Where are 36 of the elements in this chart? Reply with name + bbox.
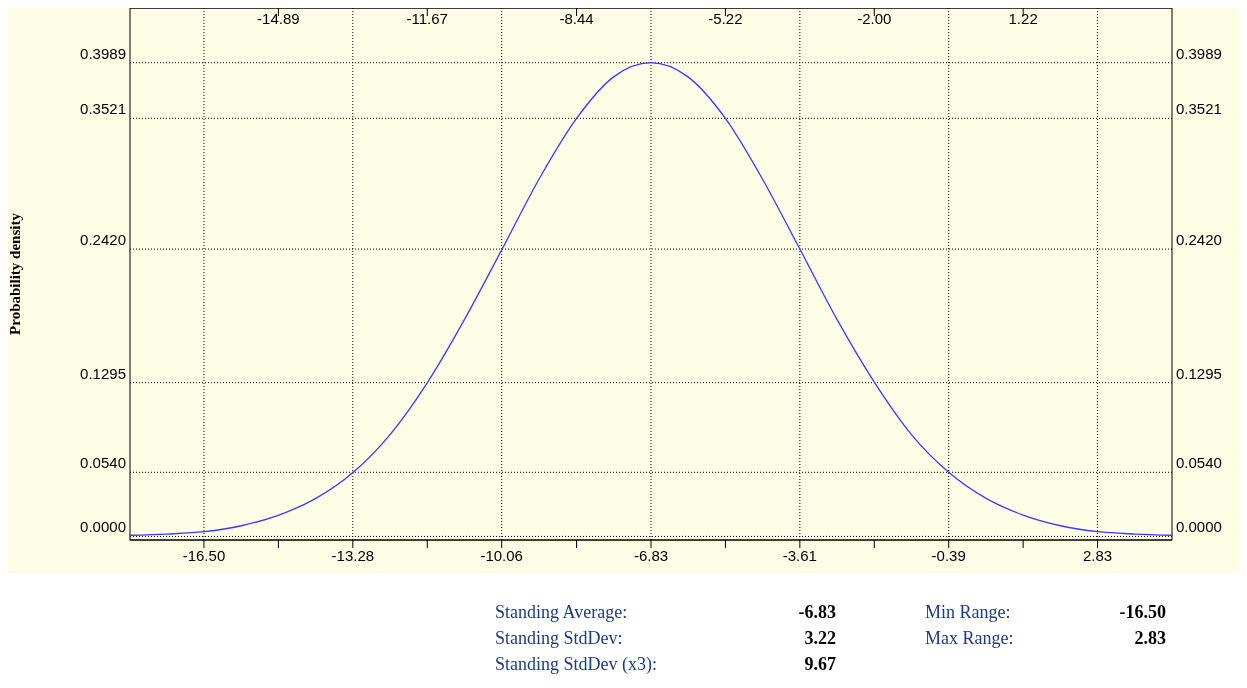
x-tick-label: -16.50: [182, 547, 226, 564]
y-axis-title: Probability density: [7, 212, 23, 335]
text: 9.67: [804, 654, 836, 674]
y-tick-label: 0.0540: [80, 454, 126, 472]
x2-tick-label: -2.00: [857, 10, 892, 27]
text: Standing StdDev:: [495, 628, 623, 648]
y2-tick-label: 0.3521: [1176, 100, 1222, 118]
text: -16.50: [1119, 602, 1166, 622]
x-tick-label: -10.06: [480, 547, 523, 564]
y2-tick-label: 0.0540: [1176, 454, 1222, 472]
text: Min Range:: [925, 602, 1011, 622]
text: 2.83: [1134, 628, 1166, 648]
y-tick-label: 0.0000: [80, 518, 126, 536]
y2-tick-label: 0.1295: [1176, 364, 1222, 382]
x2-tick-label: -14.89: [257, 10, 300, 27]
text: Standing StdDev (x3):: [495, 654, 657, 675]
text: Max Range:: [925, 628, 1014, 648]
x-tick-label: -13.28: [331, 547, 375, 564]
x-tick-label: 2.83: [1082, 547, 1113, 564]
x2-tick-label: 1.22: [1008, 10, 1038, 27]
y2-tick-label: 0.0000: [1176, 518, 1222, 536]
x-tick-label: -3.61: [782, 547, 817, 564]
text: -6.83: [798, 602, 836, 622]
x2-tick-label: -5.22: [708, 10, 743, 27]
y2-tick-label: 0.3989: [1176, 44, 1222, 62]
x-tick-label: -6.83: [633, 547, 669, 564]
x2-tick-label: -11.67: [406, 10, 448, 27]
text: Standing Average:: [495, 602, 628, 622]
y-tick-label: 0.1295: [80, 364, 126, 382]
x2-tick-label: -8.44: [559, 10, 594, 27]
text: 3.22: [804, 628, 836, 648]
y-tick-label: 0.2420: [80, 231, 126, 249]
x-tick-label: -0.39: [931, 547, 966, 564]
y-tick-label: 0.3521: [80, 100, 126, 118]
y2-tick-label: 0.2420: [1176, 231, 1222, 249]
y-tick-label: 0.3989: [80, 44, 126, 62]
